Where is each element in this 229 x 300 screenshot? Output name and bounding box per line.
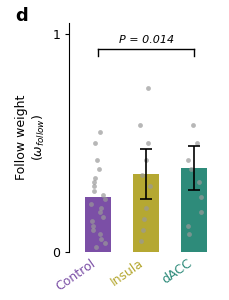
- Point: [198, 195, 202, 200]
- Point: [187, 232, 191, 237]
- Bar: [85, 197, 111, 252]
- Y-axis label: Follow weight
($\omega_{follow}$): Follow weight ($\omega_{follow}$): [15, 95, 46, 180]
- Point: [189, 167, 192, 171]
- Point: [144, 158, 148, 163]
- Point: [91, 184, 95, 189]
- Point: [92, 188, 95, 193]
- Point: [139, 238, 142, 243]
- Point: [89, 201, 93, 206]
- Point: [95, 158, 98, 163]
- Point: [198, 210, 202, 215]
- Point: [142, 217, 145, 221]
- Point: [103, 197, 106, 202]
- Point: [91, 227, 95, 232]
- Point: [96, 167, 100, 171]
- Point: [196, 180, 200, 184]
- Point: [143, 206, 147, 211]
- Point: [91, 223, 95, 228]
- Point: [101, 214, 105, 219]
- Point: [139, 173, 143, 178]
- Point: [93, 140, 97, 145]
- Point: [101, 193, 104, 197]
- Point: [137, 123, 141, 128]
- Point: [148, 184, 151, 189]
- Point: [185, 223, 189, 228]
- Text: P = 0.014: P = 0.014: [118, 35, 173, 45]
- Point: [145, 140, 149, 145]
- Point: [194, 140, 198, 145]
- Point: [94, 245, 98, 250]
- Point: [141, 227, 144, 232]
- Point: [98, 130, 101, 134]
- Point: [97, 232, 101, 237]
- Point: [145, 86, 149, 91]
- Point: [97, 210, 101, 215]
- Point: [186, 158, 189, 163]
- Bar: [180, 168, 207, 252]
- Point: [90, 219, 93, 224]
- Point: [191, 123, 194, 128]
- Bar: [132, 174, 159, 252]
- Point: [99, 236, 103, 241]
- Point: [102, 241, 106, 245]
- Text: d: d: [16, 7, 28, 25]
- Point: [93, 175, 97, 180]
- Point: [99, 206, 103, 211]
- Point: [91, 180, 95, 184]
